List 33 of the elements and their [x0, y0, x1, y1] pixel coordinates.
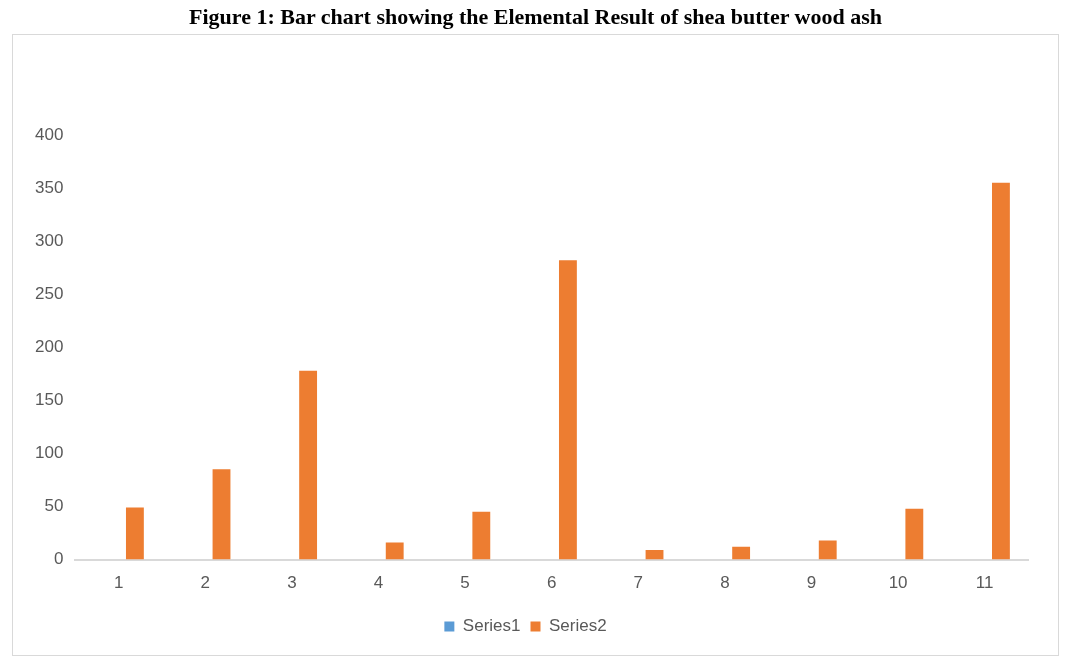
x-tick-label: 10: [888, 573, 908, 593]
y-tick-label: 100: [34, 443, 64, 463]
y-tick-label: 200: [34, 336, 64, 356]
x-tick-label: 1: [113, 573, 124, 593]
x-tick-label: 9: [806, 573, 817, 593]
bar: [385, 542, 404, 560]
bar: [732, 546, 751, 560]
x-tick-label: 2: [200, 573, 210, 593]
bar: [905, 508, 924, 560]
x-tick-label: 7: [633, 573, 644, 593]
x-tick-label: 4: [373, 573, 384, 593]
x-tick-label: 3: [287, 573, 297, 593]
x-tick-label: 5: [460, 573, 470, 593]
y-tick-label: 350: [34, 177, 64, 197]
bar: [992, 182, 1010, 560]
x-tick-label: 6: [546, 573, 557, 593]
bar: [558, 260, 577, 560]
bar: [818, 540, 837, 560]
y-tick-label: 250: [34, 283, 64, 303]
bar: [299, 370, 318, 560]
bar: [472, 511, 491, 560]
bar: [212, 469, 231, 560]
y-tick-label: 0: [53, 549, 64, 569]
x-tick-label: 8: [720, 573, 730, 593]
x-tick-label: 11: [975, 573, 994, 593]
legend-label: Series2: [549, 616, 607, 636]
legend-label: Series1: [462, 616, 521, 636]
chart-title: Figure 1: Bar chart showing the Elemental Result of shea butter wood ash: [188, 4, 883, 30]
bar: [125, 507, 144, 560]
y-tick-label: 150: [34, 390, 64, 410]
y-tick-label: 300: [34, 230, 64, 250]
y-tick-label: 400: [34, 124, 64, 144]
y-tick-label: 50: [44, 496, 64, 516]
